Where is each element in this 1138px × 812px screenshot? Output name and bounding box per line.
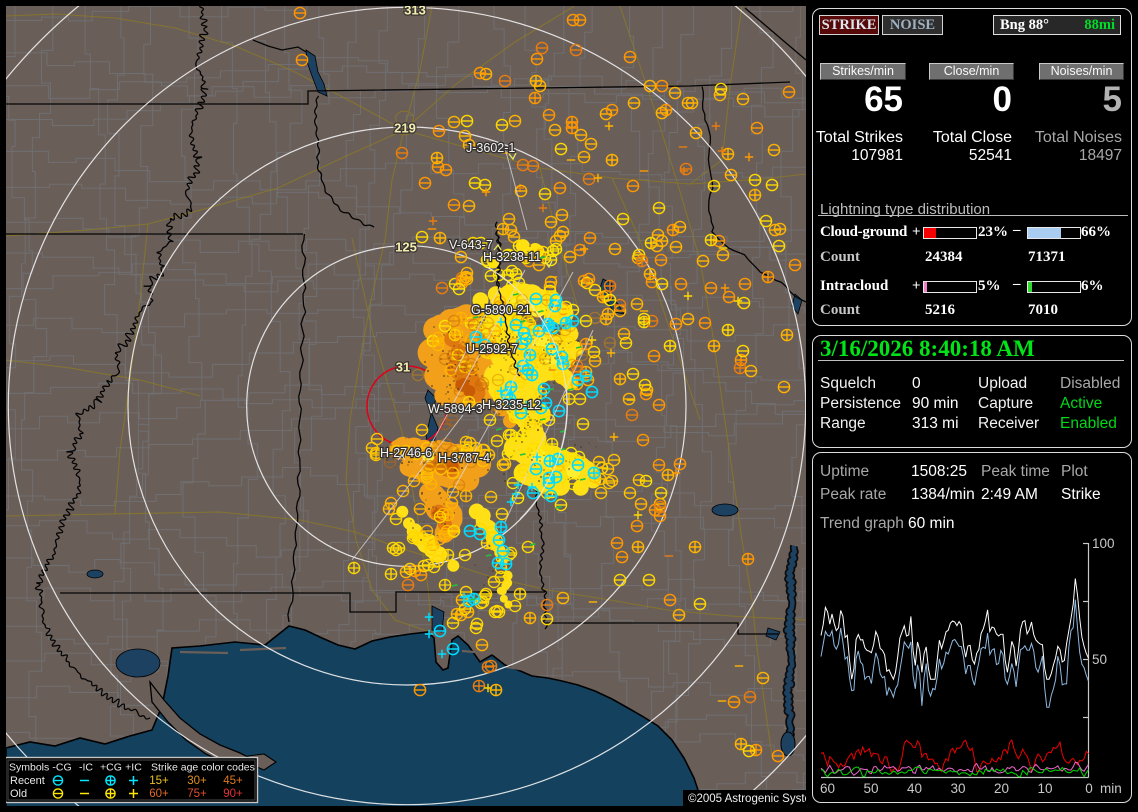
svg-text:31: 31 [396, 360, 410, 375]
svg-text:100: 100 [1092, 536, 1115, 551]
svg-text:15+: 15+ [149, 775, 169, 787]
svg-text:Old: Old [10, 788, 27, 800]
svg-text:H-2746-6: H-2746-6 [380, 446, 432, 460]
svg-text:H-3787-4: H-3787-4 [438, 451, 490, 465]
svg-text:-IC: -IC [79, 762, 93, 774]
svg-text:Recent: Recent [10, 775, 45, 787]
svg-text:60+: 60+ [149, 788, 169, 800]
svg-text:W-5894-3: W-5894-3 [428, 402, 483, 416]
svg-text:45+: 45+ [223, 775, 243, 787]
svg-text:U-2592-7: U-2592-7 [466, 342, 518, 356]
svg-text:313: 313 [404, 6, 426, 18]
svg-text:30+: 30+ [187, 775, 207, 787]
svg-text:H-3235-12: H-3235-12 [482, 398, 541, 412]
svg-text:min: min [1100, 781, 1122, 796]
svg-text:J-3602-1: J-3602-1 [466, 141, 515, 155]
svg-text:50: 50 [1092, 652, 1107, 667]
svg-text:40: 40 [907, 781, 922, 796]
svg-text:V-643-7: V-643-7 [449, 238, 493, 252]
svg-text:75+: 75+ [187, 788, 207, 800]
svg-text:H-3238-11: H-3238-11 [483, 250, 541, 264]
svg-text:60: 60 [820, 781, 835, 796]
svg-text:+CG: +CG [100, 762, 122, 774]
svg-text:0: 0 [1085, 781, 1093, 796]
svg-text:50: 50 [863, 781, 878, 796]
svg-text:+IC: +IC [125, 762, 142, 774]
svg-text:219: 219 [394, 121, 416, 136]
svg-text:-CG: -CG [52, 762, 71, 774]
svg-text:20: 20 [994, 781, 1009, 796]
svg-text:G-5890-21: G-5890-21 [471, 303, 531, 317]
svg-text:Strike age color codes: Strike age color codes [151, 762, 255, 774]
svg-text:125: 125 [395, 240, 417, 255]
svg-text:©2005 Astrogenic Systems: ©2005 Astrogenic Systems [688, 793, 806, 805]
svg-text:10: 10 [1037, 781, 1052, 796]
svg-text:30: 30 [950, 781, 965, 796]
svg-text:Symbols: Symbols [9, 762, 49, 774]
svg-text:90+: 90+ [223, 788, 243, 800]
